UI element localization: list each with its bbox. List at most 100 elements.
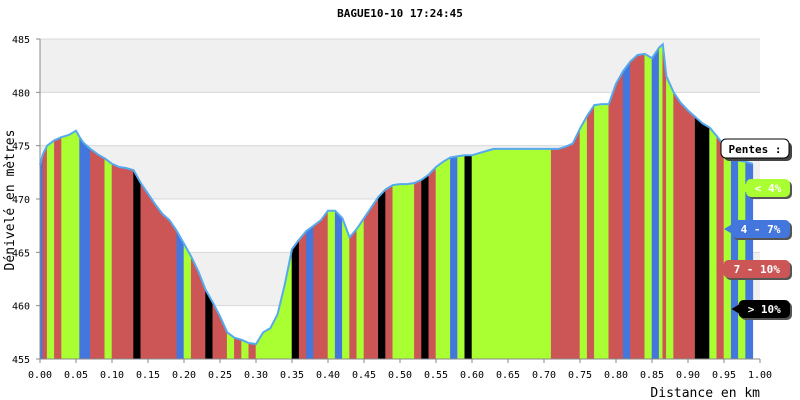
profile-segment [140, 182, 149, 360]
x-tick-label: 0.20 [172, 370, 196, 381]
profile-segment [349, 228, 358, 360]
profile-segment [730, 154, 739, 360]
profile-segment [82, 141, 91, 360]
profile-segment [97, 153, 106, 360]
profile-segment [327, 210, 336, 360]
profile-segment [61, 134, 70, 360]
profile-segment [630, 54, 638, 360]
profile-segment [565, 143, 574, 360]
profile-segment [572, 128, 581, 360]
legend-swatch [746, 179, 790, 197]
profile-segment [493, 148, 502, 360]
profile-segment [608, 83, 617, 360]
profile-segment [306, 225, 314, 360]
profile-segment [234, 337, 242, 360]
profile-segment [615, 69, 624, 360]
x-tick-label: 0.00 [28, 370, 52, 381]
x-tick-label: 0.25 [208, 370, 232, 381]
x-tick-label: 0.35 [280, 370, 304, 381]
profile-segment [406, 182, 415, 360]
profile-segment [435, 161, 444, 360]
profile-segment [558, 146, 566, 360]
profile-segment [529, 148, 538, 360]
profile-segment [90, 148, 98, 360]
x-tick-label: 1.00 [748, 370, 772, 381]
x-tick-label: 0.40 [316, 370, 340, 381]
profile-segment [248, 342, 257, 360]
x-tick-labels: 0.00 0.05 0.10 0.15 0.20 0.25 0.30 0.35 0.40 0.45… [28, 359, 772, 381]
profile-segment [514, 148, 523, 360]
profile-segment [291, 238, 300, 360]
profile-segment [673, 91, 682, 360]
x-tick-label: 0.55 [424, 370, 448, 381]
profile-segment [363, 206, 372, 360]
profile-segment [586, 104, 595, 360]
legend-label: > 10% [748, 303, 781, 316]
profile-segment [622, 60, 631, 360]
profile-segment [579, 114, 588, 360]
profile-segment [507, 148, 516, 360]
legend-title: Pentes : [729, 143, 782, 156]
profile-segment [154, 203, 163, 360]
profile-segment [680, 102, 689, 360]
profile-line [39, 42, 754, 346]
legend-title-box [720, 138, 790, 159]
profile-segment [442, 156, 451, 360]
x-tick-label: 0.80 [604, 370, 628, 381]
profile-segment [169, 219, 178, 360]
x-tick-label: 0.75 [568, 370, 592, 381]
profile-segment [75, 129, 80, 360]
profile-segment [709, 126, 718, 360]
profile-segment [176, 229, 185, 360]
legend-swatch [738, 300, 790, 318]
profile-segment [342, 218, 350, 360]
profile-segment [687, 109, 696, 360]
profile-segment [421, 173, 430, 360]
x-tick-label: 0.65 [496, 370, 520, 381]
profile-segment [46, 139, 55, 360]
profile-segment [450, 155, 458, 360]
x-tick-label: 0.70 [532, 370, 556, 381]
profile-segment [399, 183, 408, 360]
profile-segment [464, 154, 473, 360]
x-tick-label: 0.60 [460, 370, 484, 381]
profile-segment [644, 53, 653, 360]
profile-segment [500, 148, 509, 360]
y-tick-label: 465 [12, 248, 30, 259]
x-tick-label: 0.90 [676, 370, 700, 381]
profile-segment [183, 242, 192, 360]
profile-segment [471, 152, 480, 360]
profile-segment [298, 230, 307, 360]
x-tick-label: 0.10 [100, 370, 124, 381]
profile-segment [414, 179, 422, 360]
profile-segment [428, 166, 437, 360]
x-tick-label: 0.85 [640, 370, 664, 381]
profile-segment [313, 219, 322, 360]
y-tick-label: 460 [12, 302, 30, 313]
profile-segment [79, 136, 84, 360]
profile-segment [594, 103, 602, 360]
legend-swatch [731, 220, 790, 238]
x-tick-label: 0.15 [136, 370, 160, 381]
x-tick-label: 0.50 [388, 370, 412, 381]
profile-segment [385, 184, 394, 360]
profile-outline [39, 42, 754, 346]
profile-segment [320, 209, 329, 360]
profile-segment [111, 163, 120, 360]
profile-segment [133, 169, 142, 360]
legend-label: 7 - 10% [734, 263, 781, 276]
x-tick-label: 0.95 [712, 370, 736, 381]
profile-segment [147, 192, 156, 360]
y-tick-label: 475 [12, 142, 30, 153]
profile-segment [522, 148, 530, 360]
legend-label: 4 - 7% [741, 223, 781, 236]
profile-segment [378, 188, 386, 360]
profile-segment [658, 43, 664, 360]
profile-segment [68, 130, 77, 360]
profile-segment [651, 46, 660, 360]
legend: Pentes : < 4% 4 - 7% 7 - 10% > 10% [716, 138, 792, 320]
profile-segment [601, 103, 610, 360]
profile-segment [666, 76, 674, 360]
profile-segment [126, 167, 134, 360]
